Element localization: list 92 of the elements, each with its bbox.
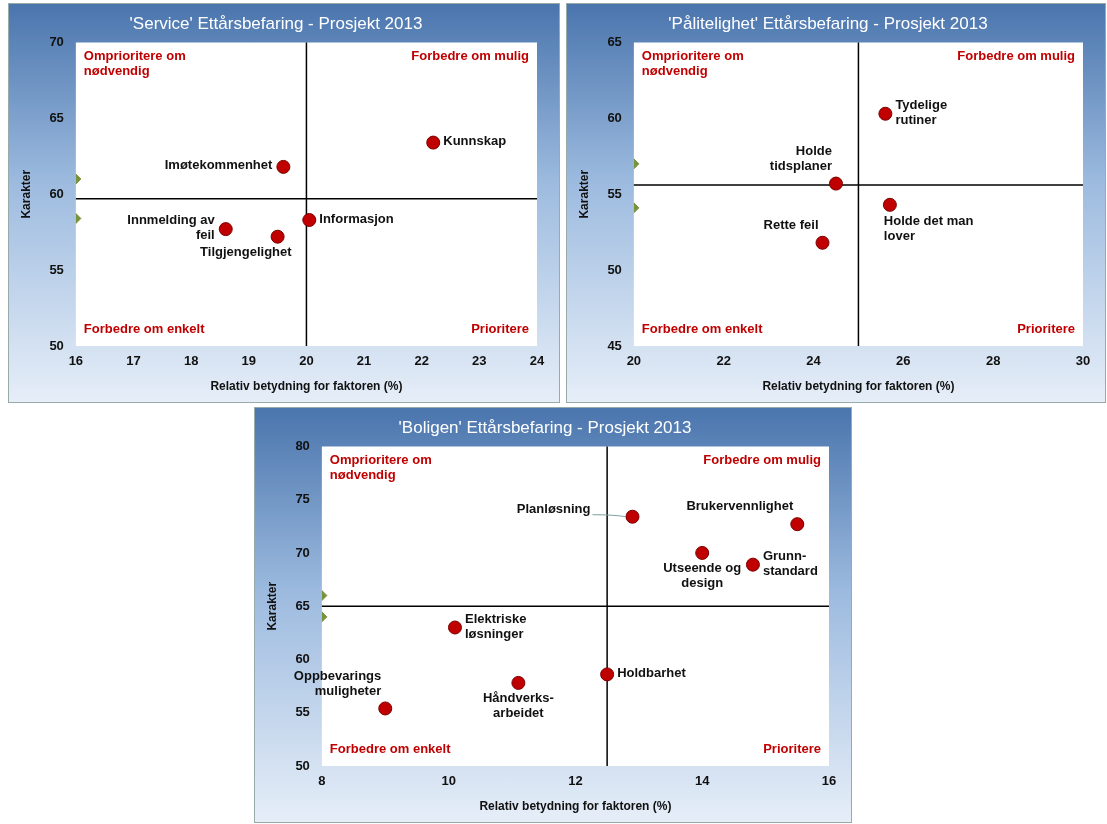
x-tick-label: 24	[806, 353, 822, 369]
annotation: Utseende og design	[663, 560, 742, 591]
annotation: Omprioritere om nødvendig	[641, 48, 744, 79]
y-tick-label: 50	[295, 757, 310, 773]
chart-title: 'Service' Ettårsbefaring - Prosjekt 2013	[129, 13, 423, 33]
x-axis-title: Relativ betydning for faktoren (%)	[762, 379, 955, 394]
x-tick-label: 16	[68, 353, 84, 369]
x-tick-label: 16	[821, 773, 837, 789]
x-tick-label: 22	[716, 353, 731, 369]
point	[302, 213, 317, 228]
y-axis-title: Karakter	[576, 169, 591, 219]
annotation: Imøtekommenhet	[164, 157, 274, 173]
annotation: Innmelding av feil	[127, 212, 216, 243]
x-axis-title: Relativ betydning for faktoren (%)	[210, 379, 403, 394]
point	[745, 557, 760, 572]
x-tick-label: 12	[568, 773, 583, 789]
point	[511, 675, 526, 690]
x-tick-label: 24	[529, 353, 545, 369]
annotation: Prioritere	[471, 321, 529, 337]
annotation: Brukervennlighet	[686, 498, 794, 514]
annotation: Rette feil	[763, 216, 819, 232]
y-tick-label: 50	[49, 337, 64, 353]
annotation: Tydelige rutiner	[895, 96, 948, 127]
point	[447, 620, 462, 635]
y-tick-label: 65	[49, 109, 64, 125]
x-tick-label: 26	[896, 353, 911, 369]
point	[828, 176, 843, 191]
point	[695, 545, 710, 560]
point	[270, 229, 285, 244]
x-tick-label: 8	[318, 773, 326, 789]
annotation: Omprioritere om nødvendig	[83, 48, 186, 79]
annotation: Oppbevarings muligheter	[293, 667, 382, 698]
annotation: Forbedre om enkelt	[641, 321, 764, 337]
y-tick-label: 80	[295, 437, 310, 453]
x-tick-label: 21	[356, 353, 372, 369]
x-axis-title: Relativ betydning for faktoren (%)	[479, 799, 672, 814]
x-tick-label: 20	[299, 353, 314, 369]
annotation: Omprioritere om nødvendig	[329, 452, 432, 483]
y-tick-label: 60	[607, 109, 622, 125]
annotation: Tilgjengelighet	[200, 243, 293, 259]
annotation: Grunn- standard	[762, 547, 818, 578]
annotation: Holde det man lover	[883, 212, 974, 243]
chart-title: 'Pålitelighet' Ettårsbefaring - Prosjekt 2013	[668, 13, 988, 33]
x-tick-label: 23	[472, 353, 487, 369]
x-tick-label: 20	[626, 353, 642, 369]
y-tick-label: 70	[295, 544, 310, 560]
annotation: Prioritere	[1017, 321, 1075, 337]
annotation: Planløsning	[516, 501, 591, 517]
point	[625, 509, 640, 524]
annotation: Informasjon	[319, 210, 394, 226]
annotation: Forbedre om mulig	[957, 48, 1076, 64]
y-tick-label: 55	[607, 185, 622, 201]
annotation: Holde tidsplaner	[769, 142, 832, 173]
y-tick-label: 55	[295, 704, 310, 720]
x-tick-label: 19	[241, 353, 257, 369]
y-tick-label: 65	[607, 33, 622, 49]
y-axis-title: Karakter	[264, 581, 279, 631]
x-tick-label: 28	[985, 353, 1001, 369]
y-tick-label: 70	[49, 33, 64, 49]
y-tick-label: 55	[49, 261, 64, 277]
point	[790, 517, 805, 532]
x-tick-label: 22	[414, 353, 429, 369]
y-tick-label: 75	[295, 491, 310, 507]
x-tick-label: 30	[1075, 353, 1091, 369]
point	[878, 106, 893, 121]
point	[276, 159, 291, 174]
y-tick-label: 45	[607, 337, 622, 353]
point	[426, 135, 441, 150]
x-tick-label: 10	[441, 773, 456, 789]
point	[815, 235, 830, 250]
y-axis-title: Karakter	[18, 169, 33, 219]
annotation: Forbedre om mulig	[411, 48, 530, 64]
y-tick-label: 60	[295, 651, 310, 667]
annotation: Forbedre om enkelt	[83, 321, 206, 337]
x-tick-label: 17	[126, 353, 141, 369]
point	[600, 667, 615, 682]
point	[882, 197, 897, 212]
y-tick-label: 50	[607, 261, 622, 277]
x-tick-label: 14	[694, 773, 711, 789]
annotation: Elektriske løsninger	[464, 610, 527, 641]
point	[378, 701, 393, 716]
x-tick-label: 18	[183, 353, 199, 369]
point	[218, 222, 233, 237]
annotation: Forbedre om mulig	[703, 452, 822, 468]
annotation: Håndverks- arbeidet	[482, 689, 554, 720]
annotation: Prioritere	[763, 741, 821, 757]
annotation: Kunnskap	[443, 133, 507, 149]
y-tick-label: 65	[295, 597, 310, 613]
chart-title: 'Boligen' Ettårsbefaring - Prosjekt 2013	[398, 417, 692, 437]
annotation: Forbedre om enkelt	[329, 741, 452, 757]
y-tick-label: 60	[49, 185, 64, 201]
annotation: Holdbarhet	[617, 664, 687, 680]
